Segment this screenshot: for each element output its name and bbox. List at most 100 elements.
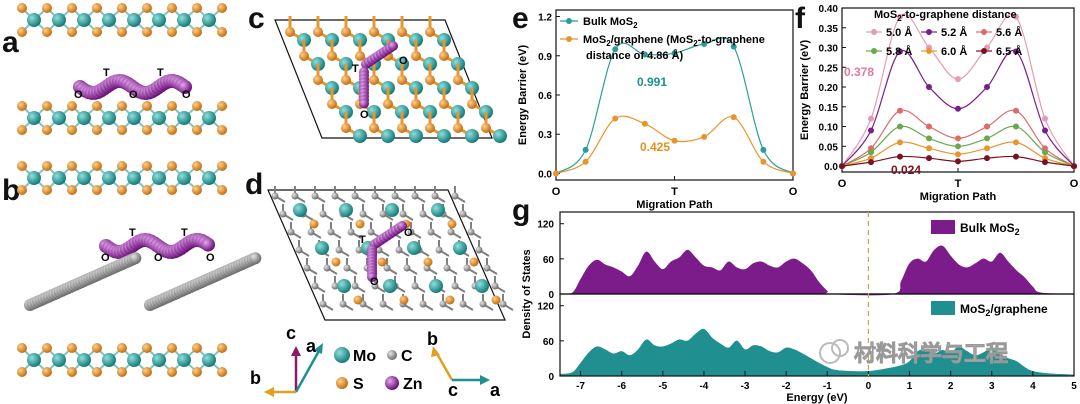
s-atom xyxy=(17,343,27,353)
s-atom xyxy=(92,3,102,13)
s-atom xyxy=(42,343,52,353)
site-label-b-o3: O xyxy=(206,252,215,264)
chart-f: 0.0 0.05 0.10 0.15 0.20 0.25 0.30 0.35 0.40 O T O Mi… xyxy=(799,4,1079,203)
mo-atom xyxy=(27,13,41,27)
chart-g-xtick-label: -3 xyxy=(741,381,750,392)
mos2-layer xyxy=(17,3,227,37)
chart-g-dos-area xyxy=(559,245,1075,296)
chart-f-data-point xyxy=(897,153,903,160)
chart-f-annotation-max: 0.378 xyxy=(844,65,874,79)
chart-f-data-point xyxy=(897,48,903,55)
chart-f-legend-label: 5.8 Å xyxy=(886,45,912,58)
axis-label-a-left: a xyxy=(306,336,317,356)
chart-f-data-point xyxy=(984,155,990,162)
chart-f-data-point xyxy=(955,143,961,150)
chart-f-data-point xyxy=(926,145,932,152)
chart-f-ytick-label: 0.10 xyxy=(819,123,839,134)
svg-text:Bulk MoS2: Bulk MoS2 xyxy=(960,221,1020,237)
chart-g-ylabel: Density of States xyxy=(521,249,533,338)
s-atom xyxy=(92,27,102,37)
graphene-layer xyxy=(24,252,262,311)
mo-atom xyxy=(52,13,66,27)
chart-f-data-point xyxy=(897,107,903,114)
chart-f-data-point xyxy=(955,76,961,83)
chart-f-legend-marker xyxy=(981,29,987,35)
chart-f-legend-label: 5.2 Å xyxy=(941,26,967,39)
chart-e-legend-graphene-line2: distance of 4.86 Å) xyxy=(586,49,684,62)
chart-f-ytick-label: 0.35 xyxy=(819,24,839,35)
structure-figures: T T O O O T T O O O T O O T O O c a b Mo… xyxy=(17,3,514,400)
chart-f-data-point xyxy=(1071,163,1077,170)
axes-legend-left: c a b xyxy=(250,323,323,397)
chart-e-legend: Bulk MoS2 MoS2/graphene (MoS2-to-graphen… xyxy=(560,16,765,62)
chart-g-ytick-label: 0 xyxy=(548,290,554,301)
s-atom xyxy=(167,343,177,353)
panel-label-b: b xyxy=(2,174,21,207)
chart-e-xtick-label: O xyxy=(789,186,798,198)
chart-e-data-point xyxy=(701,133,708,140)
s-atom xyxy=(17,101,27,111)
chart-f-legend-marker xyxy=(926,48,932,54)
chart-f-data-point xyxy=(1013,139,1019,146)
axes-legend-right: b c a xyxy=(427,329,501,400)
chart-g-xtick-label: 2 xyxy=(948,381,954,392)
chart-f-legend-marker xyxy=(871,48,877,54)
s-atom xyxy=(192,3,202,13)
chart-e-xtick-label: O xyxy=(552,186,561,198)
s-atom xyxy=(217,367,227,377)
site-label-d-o2: O xyxy=(370,276,379,288)
site-label-b-o2: O xyxy=(154,252,163,264)
s-atom xyxy=(192,185,202,195)
chart-f-data-point xyxy=(897,139,903,146)
chart-e-data-point xyxy=(730,114,737,121)
s-atom xyxy=(42,161,52,171)
chart-g-xtick-label: 4 xyxy=(1030,381,1036,392)
site-label-b-t2: T xyxy=(181,227,188,239)
panel-label-a: a xyxy=(2,26,19,59)
chart-e-ytick-label: 1.2 xyxy=(538,13,552,24)
chart-f-ytick-label: 0.25 xyxy=(819,63,839,74)
chart-g-xtick-label: -1 xyxy=(823,381,832,392)
s-atom xyxy=(142,367,152,377)
watermark: 材料科学与工程 xyxy=(819,339,1008,366)
chart-g-xtick-label: -6 xyxy=(617,381,626,392)
chart-f-legend-label: 6.0 Å xyxy=(941,45,967,58)
chart-f-data-point xyxy=(1042,115,1048,122)
s-atom xyxy=(167,185,177,195)
site-label-c-t: T xyxy=(352,63,359,75)
mos2-layer xyxy=(17,161,227,195)
chart-e-ylabel: Energy Barrier (eV) xyxy=(517,45,529,146)
chart-f-xlabel: Migration Path xyxy=(920,191,997,203)
unit-cell-c xyxy=(274,19,493,139)
chart-e-legend-bulk: Bulk MoS2 xyxy=(583,16,638,30)
site-label-a-o3: O xyxy=(182,89,191,101)
chart-f-xtick-label: O xyxy=(838,178,847,190)
chart-f-ytick-label: 0.40 xyxy=(819,4,839,15)
mo-atom xyxy=(152,111,166,125)
chart-f-data-point xyxy=(1013,123,1019,130)
mo-atom xyxy=(202,171,216,185)
mo-atom xyxy=(152,171,166,185)
s-atom xyxy=(67,101,77,111)
chart-e-data-point xyxy=(582,158,589,165)
site-label-a-t2: T xyxy=(157,67,164,79)
site-label-a-o2: O xyxy=(129,89,138,101)
s-atom xyxy=(217,161,227,171)
s-atom xyxy=(67,367,77,377)
chart-e-data-point xyxy=(760,158,767,165)
s-atom xyxy=(92,367,102,377)
mo-atom xyxy=(127,353,141,367)
chart-f-ytick-label: 0.20 xyxy=(819,83,839,94)
chart-e-data-point xyxy=(612,115,619,122)
atom-legend: Mo C S Zn xyxy=(334,347,423,393)
mo-atom xyxy=(77,111,91,125)
s-atom xyxy=(167,27,177,37)
chart-g-xtick-label: 3 xyxy=(989,381,995,392)
chart-f-data-point xyxy=(1013,107,1019,114)
chart-g-xtick-label: 0 xyxy=(866,381,872,392)
chart-f-data-point xyxy=(984,135,990,142)
chart-f-data-point xyxy=(955,105,961,112)
s-atom xyxy=(17,125,27,135)
chart-e-series-line xyxy=(555,115,794,175)
